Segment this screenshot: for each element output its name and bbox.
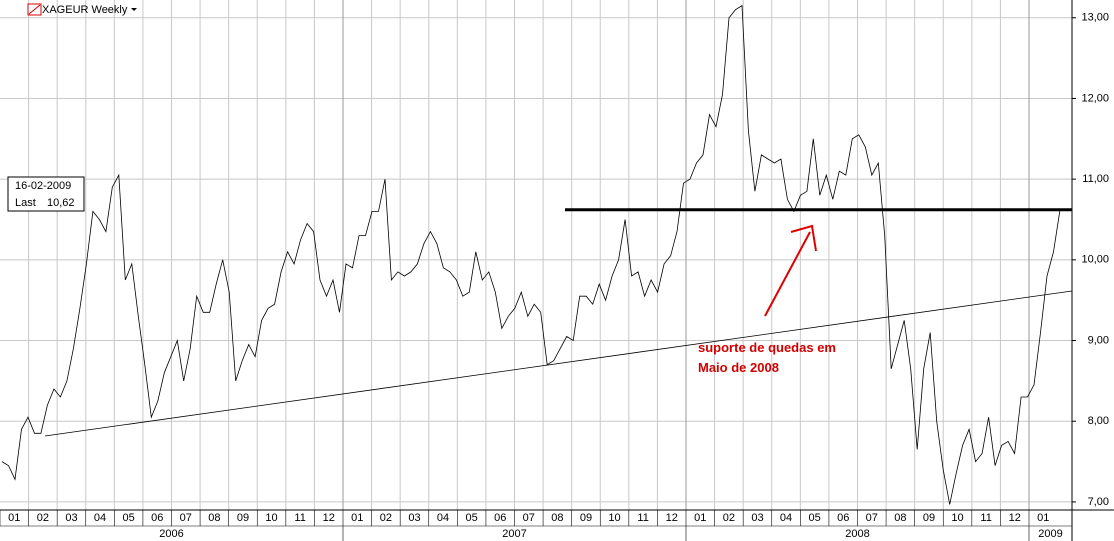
x-tick-label: 06 (837, 512, 849, 524)
info-last-label: Last (15, 197, 36, 209)
x-tick-label: 03 (408, 512, 420, 524)
info-box: 16-02-2009 Last 10,62 (7, 176, 85, 212)
arrow (764, 231, 811, 317)
x-tick-label: 02 (723, 512, 735, 524)
x-tick-label: 04 (780, 512, 792, 524)
info-date: 16-02-2009 (15, 180, 71, 192)
info-box-frame (7, 176, 85, 212)
fx-icon-line (28, 4, 41, 15)
x-tick-label: 08 (208, 512, 220, 524)
x-tick-label: 03 (65, 512, 77, 524)
y-tick-label: 8,00 (1088, 415, 1109, 427)
x-tick-label: 03 (751, 512, 763, 524)
year-label: 2007 (502, 528, 526, 540)
year-label: 2006 (159, 528, 183, 540)
chart-title: XAGEUR Weekly (42, 4, 128, 16)
x-tick-label: 01 (8, 512, 20, 524)
y-tick-label: 7,00 (1088, 496, 1109, 508)
grid (0, 0, 1072, 510)
x-tick-label: 05 (123, 512, 135, 524)
x-tick-label: 08 (551, 512, 563, 524)
x-tick-label: 06 (494, 512, 506, 524)
x-tick-label: 10 (951, 512, 963, 524)
y-tick-label: 12,00 (1081, 92, 1109, 104)
x-tick-label: 07 (523, 512, 535, 524)
x-tick-label: 07 (180, 512, 192, 524)
year-label: 2008 (845, 528, 869, 540)
trend-line (44, 290, 1073, 437)
x-tick-label: 01 (694, 512, 706, 524)
x-tick-label: 09 (580, 512, 592, 524)
x-tick-label: 11 (980, 512, 991, 524)
annotation: Maio de 2008 (698, 360, 779, 375)
dropdown-icon[interactable] (131, 8, 137, 11)
x-tick-label: 07 (866, 512, 878, 524)
y-tick-label: 9,00 (1088, 334, 1109, 346)
x-tick-label: 08 (894, 512, 906, 524)
x-tick-label: 05 (466, 512, 478, 524)
x-tick-label: 10 (608, 512, 620, 524)
x-tick-label: 02 (37, 512, 49, 524)
info-last-value: 10,62 (47, 197, 75, 209)
y-tick-label: 13,00 (1081, 12, 1109, 24)
arrow-head (790, 224, 817, 252)
x-tick-label: 09 (923, 512, 935, 524)
year-label: 2009 (1038, 528, 1062, 540)
plot (1, 4, 1072, 505)
price-line (1, 4, 1061, 505)
x-tick-label: 02 (380, 512, 392, 524)
x-tick-label: 10 (265, 512, 277, 524)
x-tick-label: 11 (637, 512, 648, 524)
x-tick-label: 04 (94, 512, 106, 524)
x-tick-label: 12 (666, 512, 678, 524)
annotation: suporte de quedas em (698, 340, 836, 355)
x-tick-label: 04 (437, 512, 449, 524)
x-tick-label: 09 (237, 512, 249, 524)
x-tick-label: 12 (1009, 512, 1021, 524)
y-tick-label: 10,00 (1081, 254, 1109, 266)
x-tick-label: 12 (323, 512, 335, 524)
title-box: XAGEUR Weekly (27, 3, 137, 16)
x-tick-label: 01 (351, 512, 363, 524)
x-tick-label: 01 (1037, 512, 1049, 524)
y-tick-label: 11,00 (1082, 173, 1109, 185)
x-tick-label: 11 (294, 512, 305, 524)
x-tick-label: 06 (151, 512, 163, 524)
x-tick-label: 05 (809, 512, 821, 524)
